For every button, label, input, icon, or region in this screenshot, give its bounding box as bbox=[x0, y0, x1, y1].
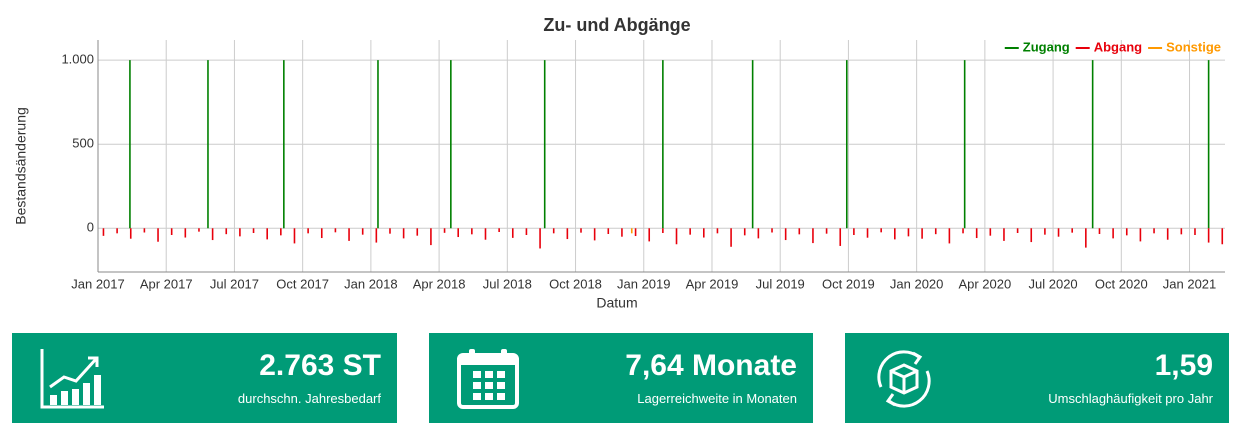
x-tick-label: Jul 2018 bbox=[483, 276, 532, 291]
x-axis-label: Datum bbox=[596, 295, 637, 311]
kpi-value: 2.763 ST bbox=[259, 349, 381, 382]
x-tick-label: Jan 2020 bbox=[890, 276, 944, 291]
chart: Zu- und Abgänge Bestandsänderung Datum 0… bbox=[13, 15, 1225, 311]
x-tick-label: Apr 2020 bbox=[958, 276, 1011, 291]
kpi-label: Lagerreichweite in Monaten bbox=[637, 391, 797, 406]
x-tick-label: Jul 2019 bbox=[756, 276, 805, 291]
kpi-value: 7,64 Monate bbox=[625, 349, 797, 382]
y-axis-label: Bestandsänderung bbox=[13, 107, 29, 225]
x-tick-label: Oct 2017 bbox=[276, 276, 329, 291]
legend-label: Sonstige bbox=[1166, 39, 1221, 54]
x-tick-label: Oct 2020 bbox=[1095, 276, 1148, 291]
x-tick-label: Oct 2019 bbox=[822, 276, 875, 291]
kpi-card: 7,64 Monate Lagerreichweite in Monaten bbox=[429, 333, 813, 423]
x-tick-label: Jan 2017 bbox=[71, 276, 125, 291]
x-tick-label: Apr 2018 bbox=[413, 276, 466, 291]
icon-box-cycle bbox=[877, 350, 931, 408]
kpi-label: durchschn. Jahresbedarf bbox=[237, 391, 381, 406]
x-tick-label: Jul 2017 bbox=[210, 276, 259, 291]
x-tick-label: Jan 2019 bbox=[617, 276, 671, 291]
chart-title: Zu- und Abgänge bbox=[543, 15, 690, 35]
kpi-label: Umschlaghäufigkeit pro Jahr bbox=[1048, 391, 1213, 406]
x-tick-label: Jan 2018 bbox=[344, 276, 398, 291]
kpi-card: 2.763 ST durchschn. Jahresbedarf bbox=[12, 333, 397, 423]
icon-calendar bbox=[457, 349, 519, 409]
x-tick-label: Jan 2021 bbox=[1163, 276, 1217, 291]
x-tick-label: Apr 2017 bbox=[140, 276, 193, 291]
kpi-card: 1,59 Umschlaghäufigkeit pro Jahr bbox=[845, 333, 1229, 423]
icon-chart bbox=[40, 349, 104, 409]
y-tick-label: 500 bbox=[72, 136, 94, 151]
y-tick-label: 0 bbox=[87, 220, 94, 235]
legend-label: Zugang bbox=[1023, 39, 1070, 54]
legend-label: Abgang bbox=[1094, 39, 1142, 54]
kpi-value: 1,59 bbox=[1154, 349, 1213, 382]
x-tick-label: Oct 2018 bbox=[549, 276, 602, 291]
y-tick-label: 1.000 bbox=[61, 52, 94, 67]
x-tick-label: Jul 2020 bbox=[1029, 276, 1078, 291]
x-tick-label: Apr 2019 bbox=[686, 276, 739, 291]
